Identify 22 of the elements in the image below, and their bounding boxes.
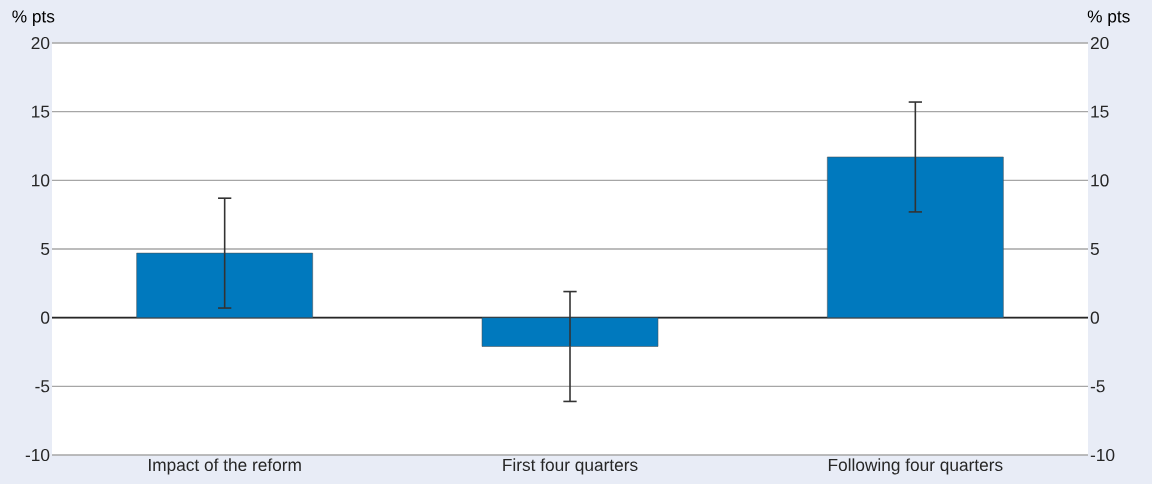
y2-tick-label: 20 bbox=[1090, 36, 1109, 50]
y-tick-label: 0 bbox=[41, 311, 50, 324]
y2-tick-label: -5 bbox=[1090, 380, 1105, 393]
y2-tick-label: 5 bbox=[1090, 242, 1099, 256]
y-tick-label: -5 bbox=[35, 380, 50, 393]
y-tick-label: -10 bbox=[25, 448, 50, 462]
y2-axis-title: % pts bbox=[1087, 10, 1130, 26]
y2-tick-label: 0 bbox=[1090, 311, 1099, 324]
y-axis-title: % pts bbox=[12, 10, 55, 26]
y-tick-label: 5 bbox=[41, 242, 50, 256]
bar bbox=[827, 156, 1004, 318]
y2-tick-label: 10 bbox=[1091, 174, 1109, 187]
y-tick-label: 20 bbox=[31, 36, 50, 50]
bar bbox=[481, 317, 659, 347]
x-tick-label: Following four quarters bbox=[828, 458, 1003, 475]
y2-tick-label: 15 bbox=[1091, 105, 1109, 118]
x-tick-label: Impact of the reform bbox=[149, 458, 301, 475]
y2-tick-label: -10 bbox=[1090, 448, 1115, 462]
y-tick-label: 10 bbox=[32, 174, 50, 187]
y-tick-label: 15 bbox=[32, 105, 50, 118]
bar bbox=[136, 252, 313, 318]
x-tick-label: First four quarters bbox=[503, 458, 638, 475]
